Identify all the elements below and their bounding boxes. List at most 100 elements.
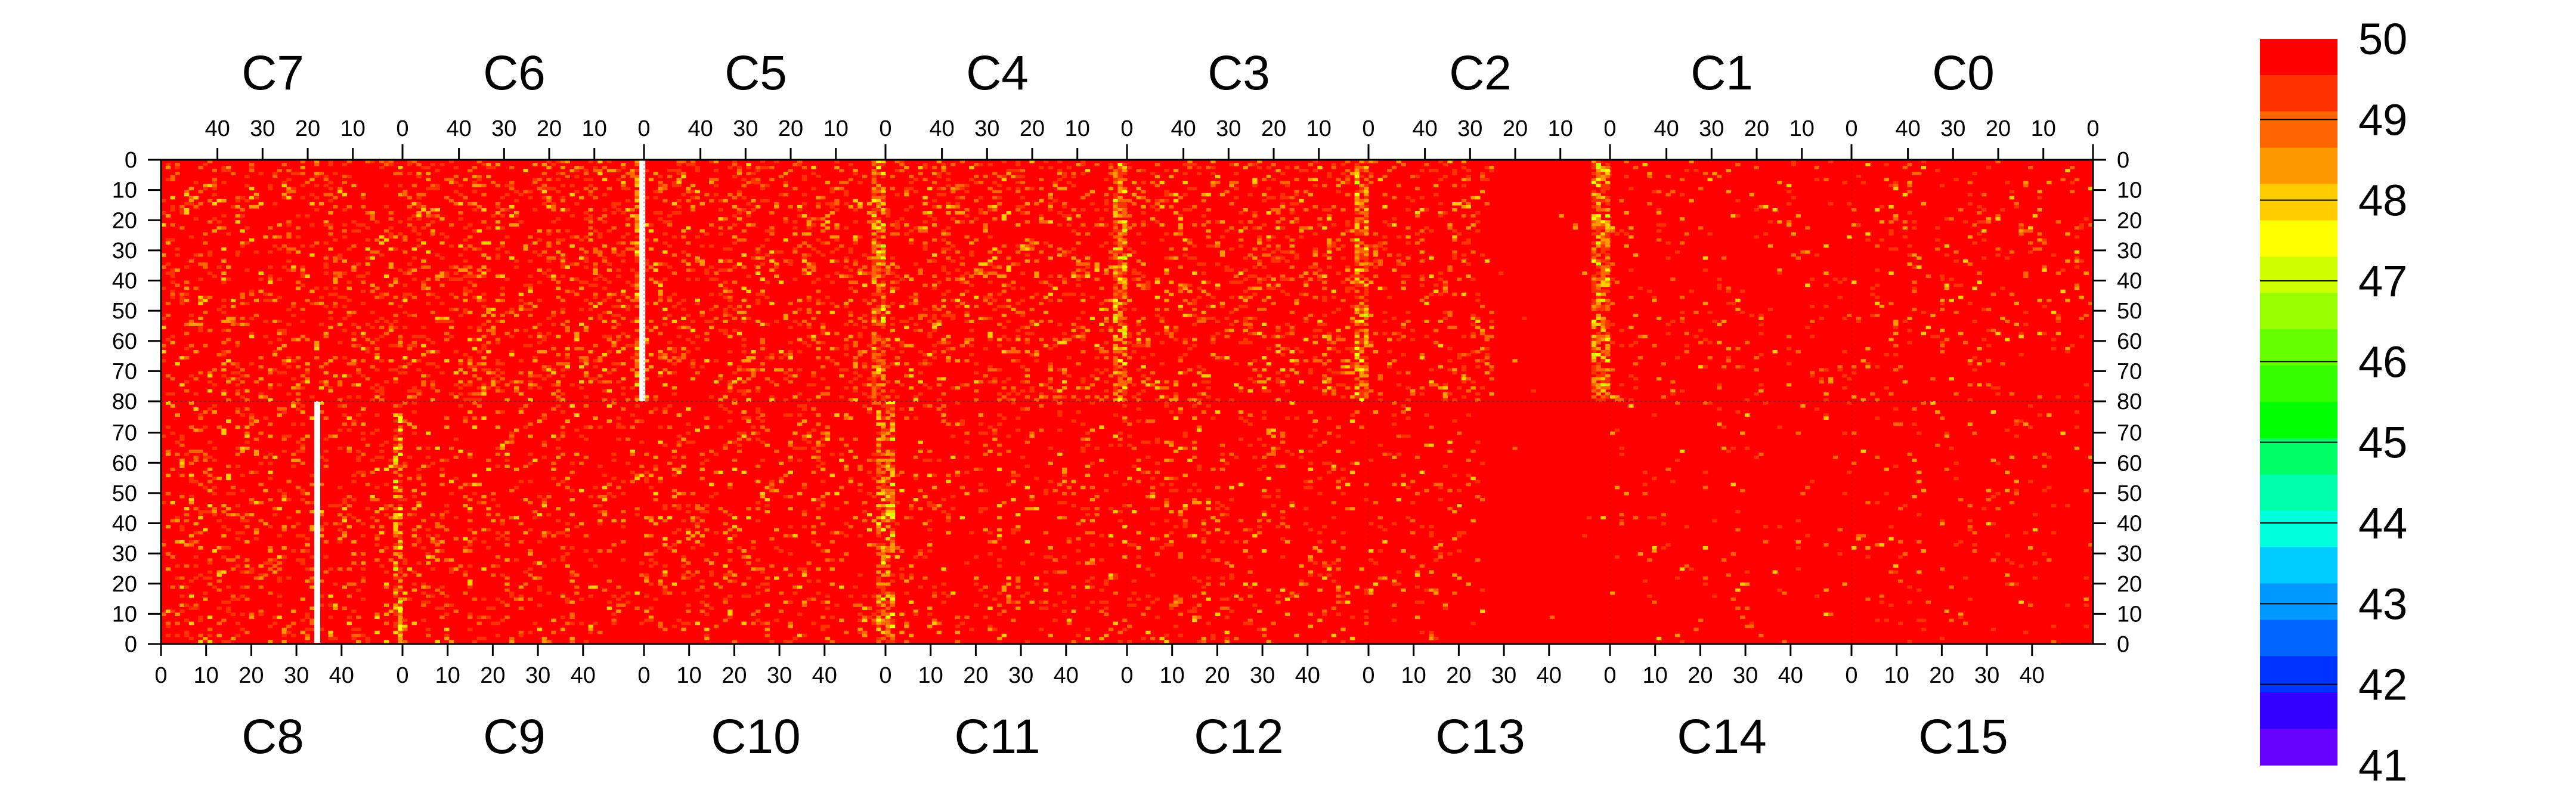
heatmap-cell xyxy=(212,169,218,172)
heatmap-cell xyxy=(876,485,881,490)
heatmap-cell xyxy=(421,286,426,290)
heatmap-cell xyxy=(746,419,751,423)
heatmap-cell xyxy=(560,323,566,327)
heatmap-cell xyxy=(398,220,403,224)
heatmap-cell xyxy=(523,329,528,333)
heatmap-cell xyxy=(644,579,649,583)
heatmap-cell xyxy=(597,356,603,360)
heatmap-cell xyxy=(736,450,742,453)
heatmap-cell xyxy=(723,600,728,604)
heatmap-cell xyxy=(495,274,501,278)
heatmap-cell xyxy=(839,618,844,623)
heatmap-cell xyxy=(904,223,909,227)
heatmap-cell xyxy=(881,317,886,320)
heatmap-cell xyxy=(704,320,710,323)
heatmap-cell xyxy=(839,437,844,441)
heatmap-cell xyxy=(333,606,338,610)
heatmap-cell xyxy=(634,205,640,209)
heatmap-cell xyxy=(797,214,803,218)
heatmap-cell xyxy=(263,395,268,399)
heatmap-cell xyxy=(574,453,580,456)
heatmap-cell xyxy=(736,311,742,314)
heatmap-cell xyxy=(365,482,371,487)
heatmap-cell xyxy=(268,453,273,456)
heatmap-cell xyxy=(634,283,640,287)
heatmap-cell xyxy=(161,286,166,290)
heatmap-cell xyxy=(272,507,278,510)
heatmap-cell xyxy=(644,476,649,481)
heatmap-cell xyxy=(639,621,645,626)
heatmap-cell xyxy=(411,543,417,547)
heatmap-cell xyxy=(992,172,998,175)
heatmap-cell xyxy=(444,196,450,200)
heatmap-cell xyxy=(964,320,970,323)
heatmap-cell xyxy=(978,507,984,510)
heatmap-cell xyxy=(593,196,598,200)
heatmap-cell xyxy=(295,440,301,444)
heatmap-cell xyxy=(862,606,868,610)
heatmap-cell xyxy=(439,549,445,553)
heatmap-cell xyxy=(574,175,580,178)
heatmap-cell xyxy=(221,280,227,284)
heatmap-cell xyxy=(398,633,403,637)
heatmap-cell xyxy=(616,609,621,613)
heatmap-cell xyxy=(871,308,877,311)
heatmap-cell xyxy=(175,564,180,568)
heatmap-cell xyxy=(416,561,422,565)
heatmap-cell xyxy=(472,181,478,185)
heatmap-cell xyxy=(560,362,566,366)
heatmap-cell xyxy=(602,259,608,263)
heatmap-cell xyxy=(886,525,891,529)
heatmap-cell xyxy=(908,564,914,568)
heatmap-cell xyxy=(472,346,478,351)
heatmap-cell xyxy=(644,377,649,381)
heatmap-cell xyxy=(416,175,422,178)
heatmap-cell xyxy=(444,271,450,275)
heatmap-cell xyxy=(528,398,533,402)
heatmap-cell xyxy=(421,482,426,487)
heatmap-cell xyxy=(811,166,816,169)
heatmap-cell xyxy=(578,386,584,390)
heatmap-cell xyxy=(393,561,398,565)
heatmap-cell xyxy=(490,371,496,375)
heatmap-cell xyxy=(741,368,747,371)
heatmap-cell xyxy=(751,199,756,203)
heatmap-cell xyxy=(801,241,807,245)
heatmap-cell xyxy=(806,431,812,435)
heatmap-cell xyxy=(467,482,473,487)
heatmap-cell xyxy=(886,343,891,348)
heatmap-cell xyxy=(964,289,970,293)
heatmap-cell xyxy=(495,256,501,260)
heatmap-cell xyxy=(788,259,793,263)
heatmap-cell xyxy=(736,332,742,336)
heatmap-cell xyxy=(500,443,505,447)
heatmap-cell xyxy=(894,356,900,360)
heatmap-cell xyxy=(244,446,250,450)
heatmap-cell xyxy=(226,491,231,496)
heatmap-cell xyxy=(871,392,877,396)
heatmap-cell xyxy=(709,320,714,323)
heatmap-cell xyxy=(736,437,742,441)
heatmap-cell xyxy=(184,323,190,327)
heatmap-cell xyxy=(467,543,473,547)
heatmap-cell xyxy=(769,485,775,490)
heatmap-cell xyxy=(890,271,896,275)
heatmap-cell xyxy=(481,305,487,308)
heatmap-cell xyxy=(876,462,881,465)
heatmap-cell xyxy=(736,211,742,215)
heatmap-cell xyxy=(644,359,649,363)
heatmap-cell xyxy=(955,184,961,188)
heatmap-cell xyxy=(881,621,886,626)
heatmap-cell xyxy=(161,223,166,227)
heatmap-cell xyxy=(760,338,766,342)
heatmap-cell xyxy=(983,488,988,493)
heatmap-cell xyxy=(481,314,487,317)
heatmap-cell xyxy=(593,504,598,507)
heatmap-cell xyxy=(226,606,231,610)
heatmap-cell xyxy=(184,618,190,623)
heatmap-cell xyxy=(300,498,306,501)
heatmap-cell xyxy=(425,456,431,459)
heatmap-cell xyxy=(583,280,589,284)
heatmap-cell xyxy=(235,564,241,568)
heatmap-cell xyxy=(240,446,245,450)
